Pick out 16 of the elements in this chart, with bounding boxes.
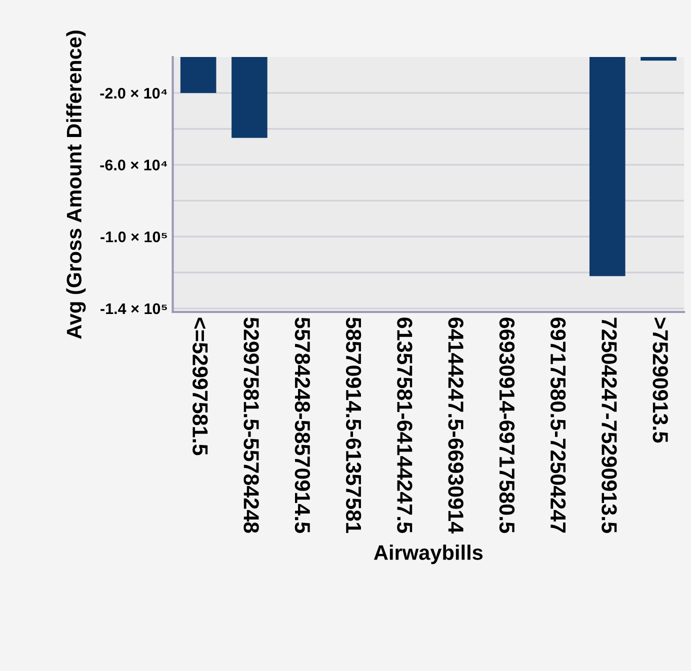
x-tick-label: 64144247.5-66930914	[448, 318, 464, 534]
x-tick-label: 69717580.5-72504247	[550, 318, 566, 533]
x-axis-title: Airwaybills	[374, 544, 483, 564]
x-tick-label: >75290913.5	[652, 318, 668, 443]
y-axis-title: Avg (Gross Amount Difference)	[66, 30, 86, 339]
x-tick-label: 72504247-75290913.5	[602, 318, 617, 533]
y-tick-label: -1.0 × 10⁵	[100, 231, 167, 242]
x-tick-label: <=52997581.5	[192, 318, 208, 456]
y-tick-label: -1.4 × 10⁵	[100, 303, 167, 314]
y-tick-label: -6.0 × 10⁴	[100, 160, 168, 170]
x-tick-label: 52997581.5-55784248	[244, 318, 259, 533]
x-tick-label: 61357581-64144247.5	[397, 318, 412, 533]
x-tick-label: 55784248-58570914.5	[294, 318, 310, 533]
x-tick-label: 58570914.5-61357581	[346, 318, 362, 533]
x-tick-label: 66930914-69717580.5	[499, 318, 515, 533]
y-tick-label: -2.0 × 10⁴	[100, 88, 168, 99]
